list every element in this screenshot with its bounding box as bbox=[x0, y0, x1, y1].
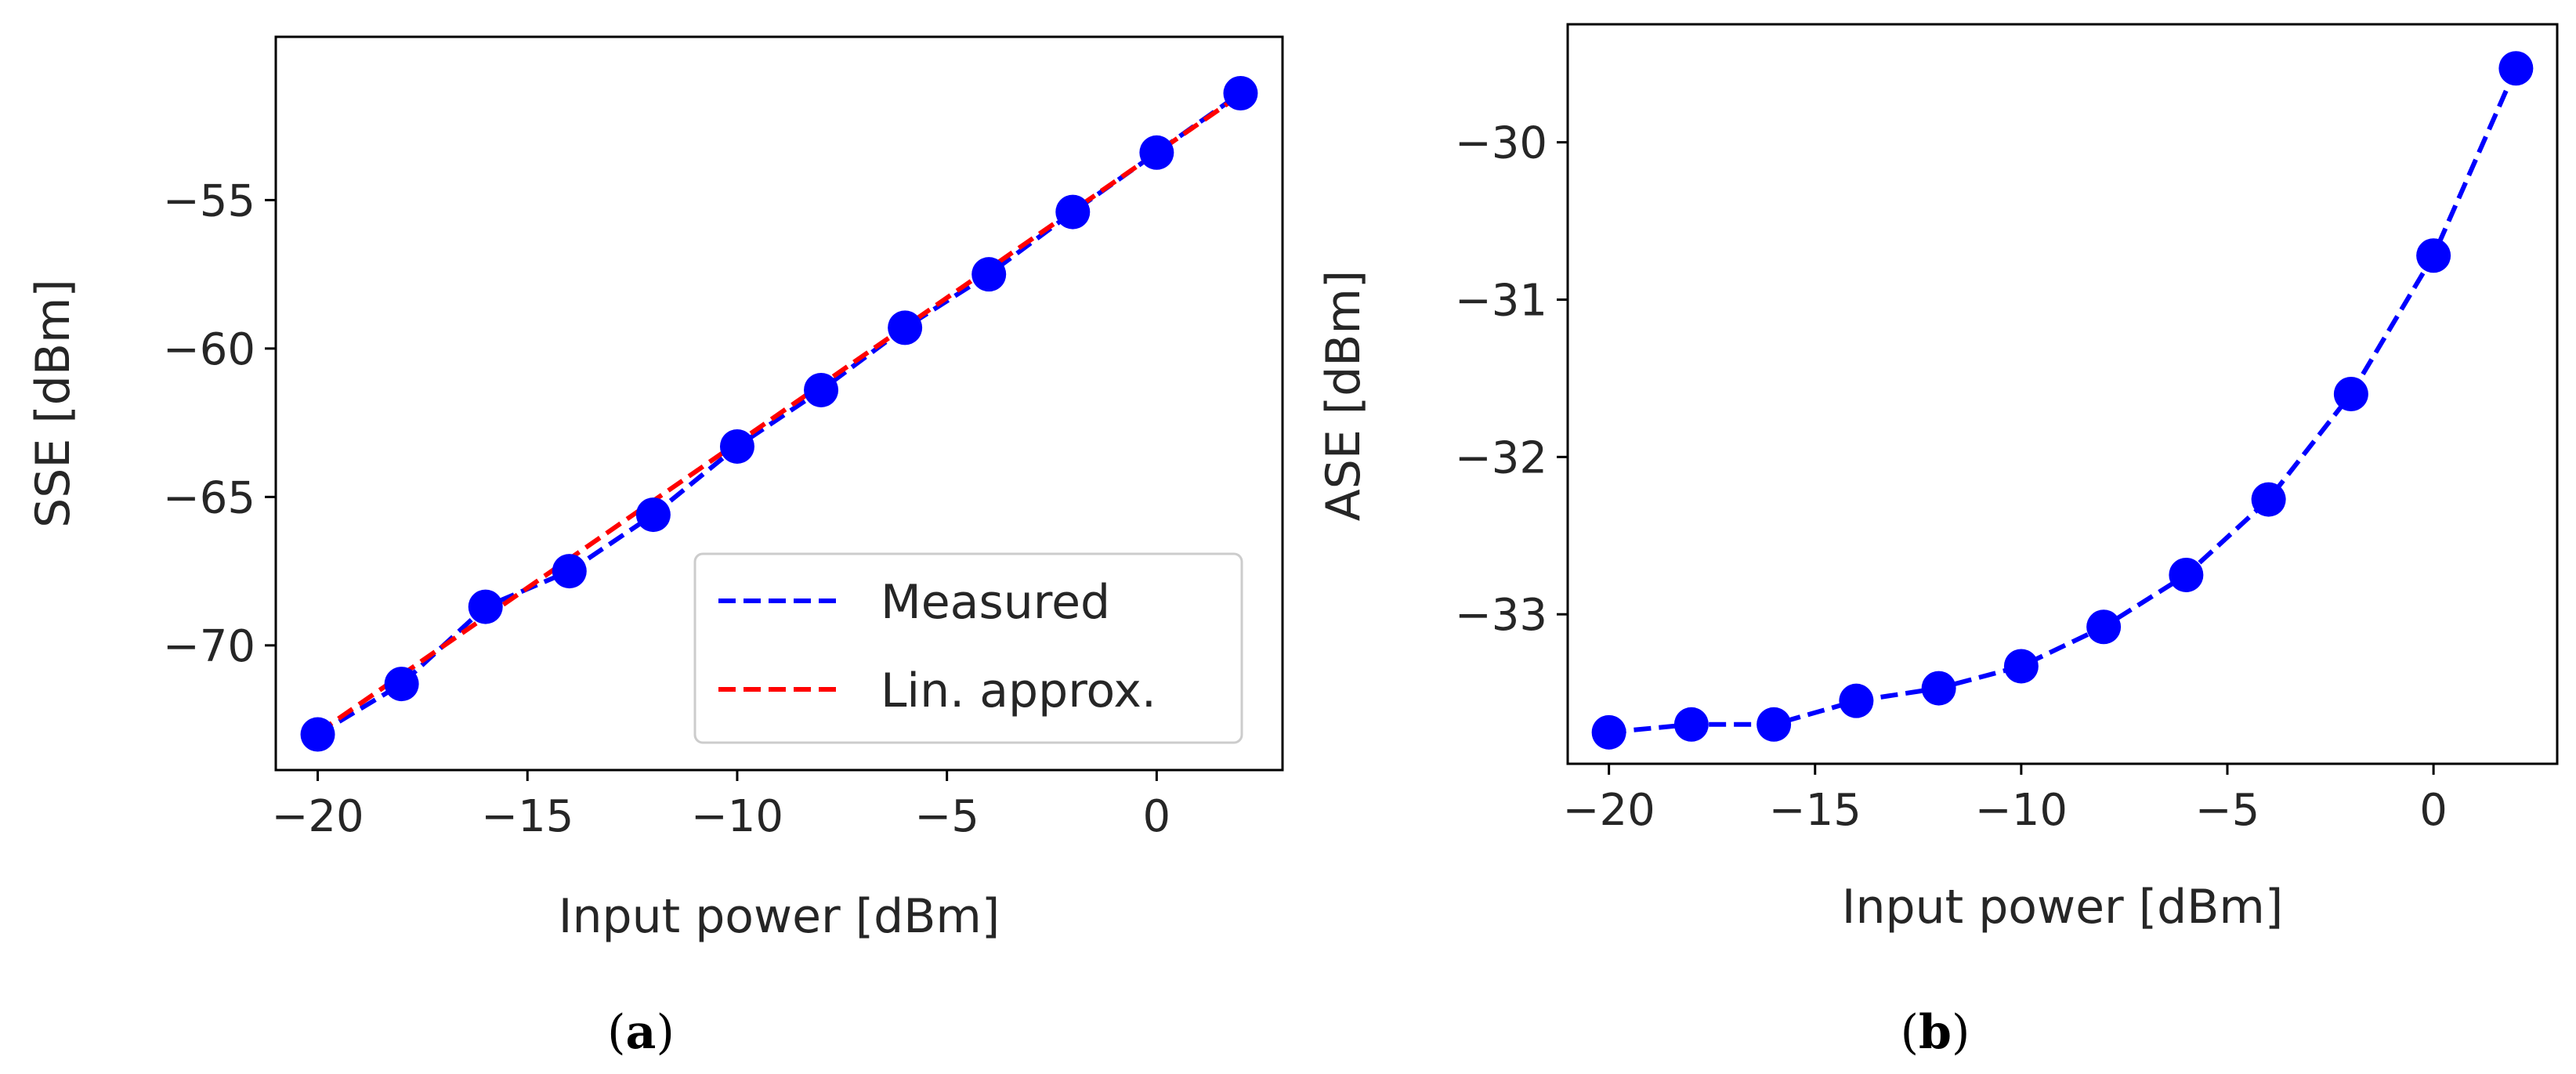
chart-a-series bbox=[300, 76, 1258, 752]
chart-b-plot-frame bbox=[1566, 23, 2559, 765]
chart-a-point bbox=[300, 717, 335, 752]
chart-a-xtick-label: −20 bbox=[271, 791, 364, 842]
chart-b-point bbox=[1591, 714, 1626, 750]
chart-b: −20 −15 −10 −5 0 −30 −31 −32 −33 Input power [d… bbox=[1316, 23, 2559, 935]
legend-label-measured: Measured bbox=[881, 575, 1110, 630]
chart-a-point bbox=[552, 554, 587, 589]
chart-a-point bbox=[971, 257, 1007, 292]
chart-b-point bbox=[2498, 51, 2534, 86]
chart-b-xtick-label: −5 bbox=[2195, 785, 2260, 836]
chart-b-point bbox=[1921, 671, 1956, 706]
chart-b-ytick-label: −31 bbox=[1455, 275, 1547, 326]
chart-b-point bbox=[1673, 707, 1709, 742]
chart-a-xtick-label: −10 bbox=[691, 791, 783, 842]
chart-a: −20 −15 −10 −5 0 −55 −60 −65 −70 Input power [d… bbox=[26, 35, 1284, 944]
chart-b-xtick-label: −10 bbox=[1975, 785, 2068, 836]
chart-a-point bbox=[1139, 135, 1174, 170]
chart-b-point bbox=[2251, 482, 2286, 517]
chart-a-xtick-label: −15 bbox=[481, 791, 573, 842]
chart-a-ytick-label: −60 bbox=[163, 324, 255, 375]
caption-b: (b) bbox=[1901, 1005, 1970, 1060]
chart-b-series bbox=[1591, 51, 2534, 750]
chart-b-line-measured bbox=[1608, 67, 2519, 735]
chart-a-point bbox=[468, 589, 503, 624]
chart-a-plot-frame bbox=[274, 35, 1284, 772]
chart-a-xticks: −20 −15 −10 −5 0 bbox=[271, 770, 1170, 842]
chart-b-point bbox=[1757, 707, 1792, 742]
chart-a-xtick-label: −5 bbox=[914, 791, 979, 842]
chart-b-xtick-label: −20 bbox=[1563, 785, 1655, 836]
chart-b-yticks: −30 −31 −32 −33 bbox=[1455, 118, 1568, 641]
chart-a-xtick-label: 0 bbox=[1143, 791, 1171, 842]
chart-a-point bbox=[1055, 194, 1091, 230]
chart-b-ytick-label: −30 bbox=[1455, 118, 1547, 169]
chart-a-ylabel: SSE [dBm] bbox=[26, 279, 81, 528]
legend-label-linear: Lin. approx. bbox=[881, 664, 1156, 718]
chart-a-ytick-label: −70 bbox=[163, 621, 255, 672]
chart-b-ylabel: ASE [dBm] bbox=[1316, 270, 1371, 522]
chart-b-xlabel: Input power [dBm] bbox=[1842, 880, 2283, 935]
chart-b-xticks: −20 −15 −10 −5 0 bbox=[1563, 764, 2448, 836]
chart-a-point bbox=[804, 372, 839, 407]
chart-a-point bbox=[1223, 76, 1258, 110]
chart-b-point bbox=[2086, 609, 2122, 645]
chart-a-point bbox=[719, 429, 754, 464]
chart-b-point bbox=[2333, 377, 2368, 411]
chart-b-point bbox=[2003, 649, 2039, 684]
chart-b-point bbox=[2169, 557, 2204, 592]
chart-a-legend: Measured Lin. approx. bbox=[693, 552, 1243, 744]
chart-b-point bbox=[1839, 683, 1874, 718]
chart-b-point bbox=[2416, 238, 2451, 273]
chart-b-xtick-label: 0 bbox=[2419, 785, 2448, 836]
caption-a: (a) bbox=[607, 1005, 675, 1060]
chart-a-point bbox=[635, 497, 671, 533]
chart-b-ytick-label: −33 bbox=[1455, 590, 1547, 641]
chart-b-xtick-label: −15 bbox=[1769, 785, 1861, 836]
chart-a-yticks: −55 −60 −65 −70 bbox=[163, 175, 276, 672]
chart-a-point bbox=[384, 667, 419, 702]
chart-b-ytick-label: −32 bbox=[1455, 432, 1547, 483]
chart-a-line-linear-approx bbox=[316, 92, 1243, 736]
chart-a-ytick-label: −55 bbox=[163, 175, 255, 226]
chart-a-ytick-label: −65 bbox=[163, 472, 255, 523]
chart-a-point bbox=[888, 310, 923, 345]
chart-a-xlabel: Input power [dBm] bbox=[559, 889, 1000, 944]
